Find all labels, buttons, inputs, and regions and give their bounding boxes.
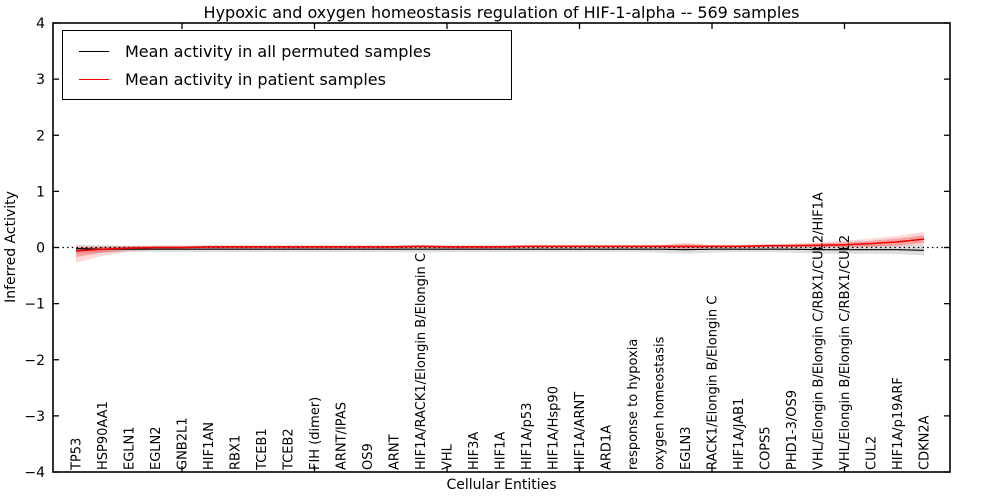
x-tick-label: GNB2L1 xyxy=(176,417,191,470)
x-tick-label: EGLN3 xyxy=(679,426,694,470)
x-tick-label: HIF1A/ARNT xyxy=(573,392,588,470)
legend-label: Mean activity in all permuted samples xyxy=(125,41,432,61)
patient-confidence-band-inner xyxy=(76,235,924,257)
x-tick-label: CDKN2A xyxy=(918,415,933,470)
x-tick-label: EGLN2 xyxy=(149,426,164,470)
x-tick-label: CUL2 xyxy=(865,436,880,470)
x-tick-label: TCEB2 xyxy=(282,428,297,471)
patient-line-sample xyxy=(79,78,109,80)
x-tick-label: RACK1/Elongin B/Elongin C xyxy=(706,296,721,470)
permuted-line-sample xyxy=(79,50,109,52)
y-tick-label: 1 xyxy=(36,184,45,200)
x-tick-label: RBX1 xyxy=(229,435,244,470)
x-tick-label: HIF1A/JAB1 xyxy=(732,398,747,470)
y-tick-label: −1 xyxy=(24,297,45,313)
x-tick-label: COPS5 xyxy=(759,426,774,470)
x-tick-label: ARNT xyxy=(388,434,403,470)
x-tick-label: ARD1A xyxy=(600,425,615,470)
chart-title: Hypoxic and oxygen homeostasis regulatio… xyxy=(203,3,800,22)
x-tick-label: HIF1A/p19ARF xyxy=(891,377,906,470)
legend: Mean activity in all permuted samples Me… xyxy=(62,30,512,100)
x-tick-label: HSP90AA1 xyxy=(96,401,111,470)
x-tick-label: oxygen homeostasis xyxy=(653,336,668,470)
x-tick-label: TP53 xyxy=(70,438,85,471)
legend-item-patient: Mean activity in patient samples xyxy=(63,65,511,93)
x-tick-label: HIF1A/p53 xyxy=(520,403,535,470)
y-tick-label: 4 xyxy=(36,16,45,32)
y-tick-label: 0 xyxy=(36,241,45,257)
x-tick-label: VHL xyxy=(441,443,456,470)
patient-mean-line xyxy=(75,238,925,252)
x-tick-label: HIF1AN xyxy=(202,422,217,470)
x-tick-label: HIF1A/Hsp90 xyxy=(547,386,562,470)
x-axis-label: Cellular Entities xyxy=(446,477,557,493)
x-tick-label: TCEB1 xyxy=(255,428,270,471)
x-tick-label: ARNT/IPAS xyxy=(335,402,350,470)
y-tick-label: −4 xyxy=(24,465,45,481)
x-tick-label: PHD1-3/OS9 xyxy=(785,390,800,470)
x-tick-label: OS9 xyxy=(361,443,376,470)
y-tick-label: −2 xyxy=(24,353,45,369)
legend-label: Mean activity in patient samples xyxy=(125,69,386,89)
x-tick-label: HIF1A xyxy=(494,432,509,470)
x-tick-label: response to hypoxia xyxy=(626,339,641,470)
x-tick-label: VHL/Elongin B/Elongin C/RBX1/CUL2/HIF1A xyxy=(812,192,827,470)
x-tick-label: HIF3A xyxy=(467,432,482,470)
x-tick-label: FIH (dimer) xyxy=(308,397,323,470)
x-tick-label: VHL/Elongin B/Elongin C/RBX1/CUL2 xyxy=(838,235,853,470)
legend-item-permuted: Mean activity in all permuted samples xyxy=(63,37,511,65)
y-tick-label: 3 xyxy=(36,72,45,88)
y-tick-label: 2 xyxy=(36,128,45,144)
permuted-mean-line xyxy=(75,248,925,251)
x-tick-label: HIF1A/RACK1/Elongin B/Elongin C xyxy=(414,253,429,470)
y-tick-label: −3 xyxy=(24,409,45,425)
x-tick-label: EGLN1 xyxy=(123,426,138,470)
